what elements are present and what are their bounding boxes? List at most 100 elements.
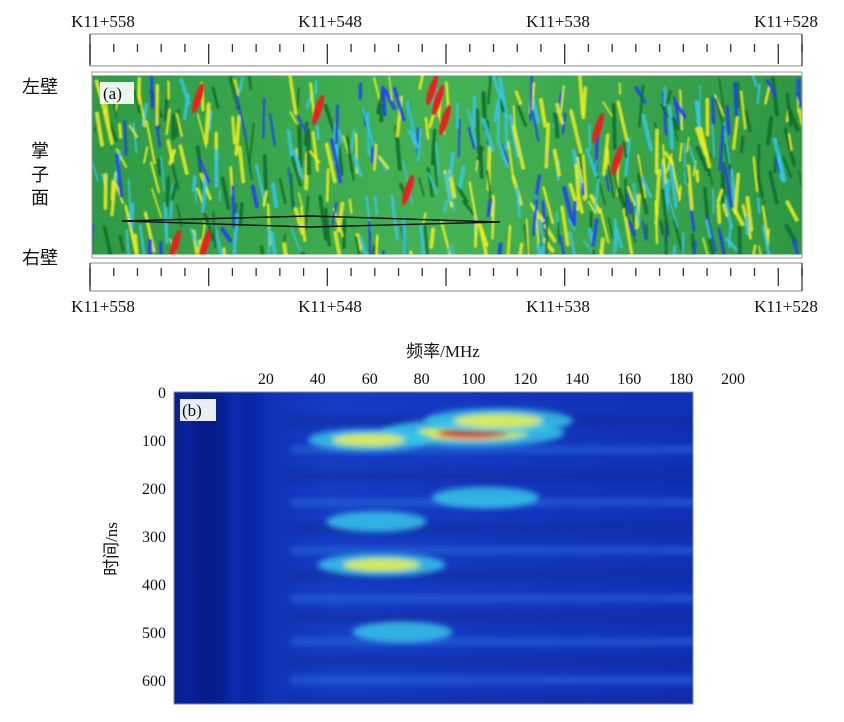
radar-streak bbox=[568, 230, 577, 258]
radar-streak bbox=[757, 144, 761, 181]
radar-streak bbox=[458, 165, 466, 189]
radar-streak bbox=[297, 124, 303, 169]
radar-anomaly bbox=[402, 174, 414, 206]
radar-streak bbox=[722, 203, 729, 217]
radar-streak bbox=[451, 244, 457, 258]
radar-streak bbox=[163, 202, 169, 244]
radar-streak bbox=[678, 185, 682, 202]
radar-streak bbox=[289, 223, 301, 252]
radar-streak bbox=[695, 169, 700, 183]
radar-streak bbox=[331, 201, 338, 228]
radar-streak bbox=[145, 119, 156, 165]
radar-streak bbox=[132, 122, 138, 154]
radar-streak bbox=[133, 89, 141, 114]
radar-streak bbox=[756, 83, 761, 105]
radar-streak bbox=[631, 201, 636, 228]
radar-streak bbox=[296, 114, 307, 133]
radar-streak bbox=[540, 245, 546, 258]
x-tick-label: 20 bbox=[258, 371, 274, 388]
bottom-station-0: K11+558 bbox=[71, 297, 135, 316]
radar-streak bbox=[390, 194, 400, 241]
radar-streak bbox=[578, 73, 585, 115]
radar-streak bbox=[614, 226, 618, 251]
radar-streak bbox=[775, 158, 781, 174]
radar-streak bbox=[716, 188, 724, 204]
radar-streak bbox=[127, 179, 132, 217]
radar-streak bbox=[443, 199, 449, 214]
radar-streak bbox=[514, 90, 523, 106]
bottom-station-1: K11+548 bbox=[298, 297, 362, 316]
radar-streak bbox=[553, 112, 560, 139]
radar-streak bbox=[102, 109, 114, 146]
radar-streak bbox=[718, 125, 725, 171]
radar-streak bbox=[248, 75, 252, 91]
radar-streak bbox=[293, 207, 305, 236]
radar-streak bbox=[110, 179, 115, 201]
radar-streak bbox=[142, 146, 149, 164]
radar-streak bbox=[735, 81, 740, 109]
radar-streak bbox=[671, 116, 681, 131]
radar-streak bbox=[622, 208, 634, 256]
radar-streak bbox=[303, 121, 309, 146]
radar-streak bbox=[486, 169, 493, 203]
radar-streak bbox=[189, 228, 201, 248]
radar-streak bbox=[506, 224, 512, 258]
hotspot-mid bbox=[453, 413, 544, 428]
radar-streak bbox=[691, 240, 697, 258]
radar-streak bbox=[654, 211, 660, 225]
radar-streak bbox=[712, 188, 715, 215]
radar-streak bbox=[504, 108, 509, 150]
spectral-band bbox=[290, 637, 693, 646]
bottom-station-2: K11+538 bbox=[526, 297, 590, 316]
top-ruler bbox=[89, 33, 803, 67]
radar-streak bbox=[194, 186, 198, 204]
radar-streak bbox=[751, 244, 757, 258]
spectral-hotspot bbox=[352, 621, 453, 643]
radar-streak bbox=[659, 220, 665, 236]
radar-streak bbox=[445, 81, 450, 110]
radar-streak bbox=[532, 199, 539, 237]
spectral-band bbox=[290, 570, 693, 579]
top-station-3: K11+528 bbox=[754, 12, 818, 31]
x-tick-label: 40 bbox=[310, 371, 326, 388]
hotspot-mid bbox=[332, 433, 405, 447]
spectral-band bbox=[290, 695, 693, 704]
radar-streak bbox=[337, 145, 344, 176]
radar-anomaly bbox=[312, 94, 324, 126]
radar-streak bbox=[346, 134, 355, 181]
radar-streak bbox=[722, 192, 734, 230]
y-axis-title: 时间/ns bbox=[102, 522, 121, 576]
radar-streak bbox=[624, 137, 632, 177]
radar-streak bbox=[178, 144, 189, 175]
panel-a-label: (a) bbox=[103, 84, 122, 103]
radar-streak bbox=[740, 136, 745, 154]
radar-streak bbox=[641, 113, 654, 152]
radar-anomaly bbox=[426, 74, 438, 106]
spectral-band bbox=[290, 656, 693, 665]
radar-streak bbox=[422, 218, 429, 256]
radar-streak bbox=[752, 156, 759, 193]
radar-streak bbox=[114, 182, 125, 205]
radar-streak bbox=[640, 176, 653, 199]
radar-streak bbox=[115, 153, 124, 198]
radar-streak bbox=[125, 229, 131, 258]
radar-streak bbox=[668, 164, 678, 209]
radar-streak bbox=[191, 175, 197, 192]
x-tick-labels: 20 40 60 80 100 120 140 160 180 200 bbox=[258, 371, 745, 388]
radar-streak bbox=[702, 237, 710, 258]
label-left-wall: 左壁 bbox=[22, 77, 58, 97]
radar-streak bbox=[472, 95, 477, 129]
radar-streak bbox=[660, 162, 669, 209]
hotspot-mid bbox=[343, 558, 420, 572]
radar-streak bbox=[666, 153, 673, 171]
radar-streak bbox=[516, 104, 528, 127]
radar-streak bbox=[334, 104, 339, 145]
radar-streak bbox=[695, 145, 709, 172]
spectral-band bbox=[290, 546, 693, 555]
radar-streak bbox=[254, 163, 266, 202]
radar-streak bbox=[124, 204, 137, 252]
radar-streak bbox=[318, 194, 328, 241]
spectral-band bbox=[290, 472, 693, 480]
radar-streak bbox=[446, 246, 451, 258]
radar-streak bbox=[299, 205, 307, 242]
